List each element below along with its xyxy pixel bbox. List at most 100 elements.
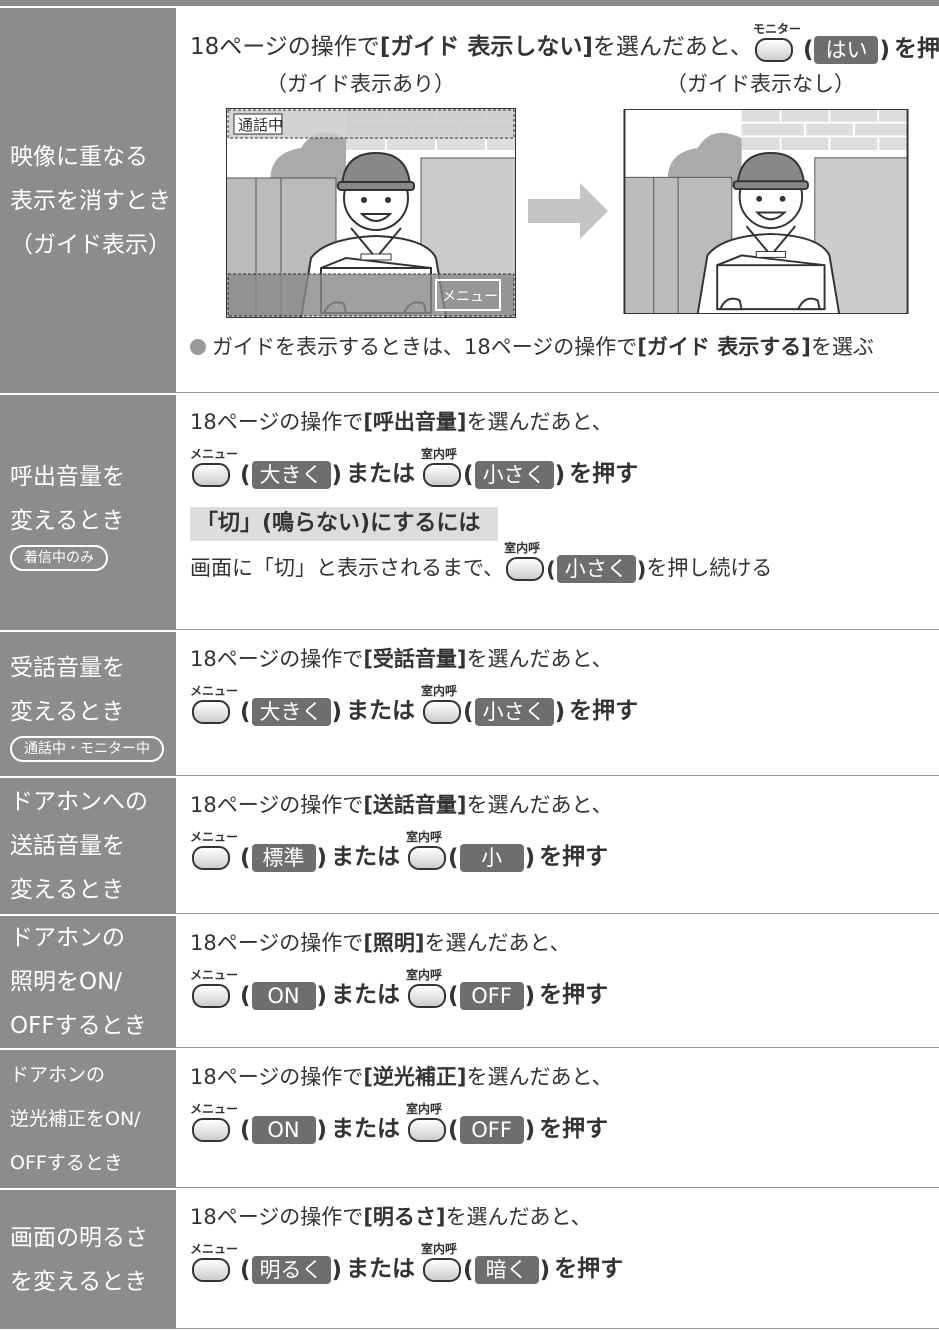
button: メニュー bbox=[190, 1242, 238, 1286]
paren: ( bbox=[448, 983, 459, 1009]
text: 画面に「切」と表示されるまで、 bbox=[190, 556, 505, 580]
row-label: 画面の明るさ を変えるとき bbox=[0, 1190, 176, 1329]
option-badge: 大きく bbox=[251, 461, 331, 489]
option-badge: 暗く bbox=[474, 1256, 539, 1284]
text: を選んだあと、 bbox=[466, 793, 613, 817]
button: 室内呼 bbox=[406, 968, 447, 1012]
button-caption: メニュー bbox=[190, 1102, 239, 1116]
button-caption: 室内呼 bbox=[406, 1102, 443, 1116]
option-badge: 標準 bbox=[251, 844, 316, 872]
button-caption: メニュー bbox=[190, 968, 239, 982]
paren: ( bbox=[240, 845, 251, 871]
paren: ( bbox=[463, 1257, 474, 1283]
paren: ) bbox=[524, 1117, 536, 1143]
action: を押す bbox=[569, 698, 639, 724]
row-body: 18ページの操作で[逆光補正]を選んだあと、 メニュー(ON) または 室内呼(OFF… bbox=[176, 1050, 939, 1188]
step-text: 18ページの操作で[明るさ]を選んだあと、 bbox=[190, 1200, 939, 1234]
row: 呼出音量を 変えるとき 着信中のみ 18ページの操作で[呼出音量]を選んだあと、 メニュ… bbox=[0, 393, 939, 630]
text: 18ページの操作で bbox=[190, 931, 364, 955]
joiner: または bbox=[346, 461, 416, 487]
button-line: メニュー(ON) または 室内呼(OFF) を押す bbox=[190, 1102, 939, 1146]
button-line: メニュー(大きく) または 室内呼(小さく) を押す bbox=[190, 684, 939, 728]
paren: ) bbox=[331, 699, 343, 725]
button: メニュー bbox=[190, 447, 238, 491]
button-caption: メニュー bbox=[190, 447, 239, 461]
row-label: ドアホンの 照明をON/OFFするとき bbox=[0, 916, 176, 1048]
button-icon bbox=[192, 463, 230, 487]
text: 18ページの操作で bbox=[190, 1065, 364, 1089]
option-badge: ON bbox=[251, 1116, 316, 1144]
text: 18ページの操作で bbox=[190, 1205, 364, 1229]
label-line: 画面の明るさ bbox=[10, 1224, 148, 1251]
button: 室内呼 bbox=[421, 447, 462, 491]
scene bbox=[623, 108, 909, 314]
row-label: 映像に重なる 表示を消すとき （ガイド表示） bbox=[0, 8, 176, 393]
button: 室内呼 bbox=[504, 541, 545, 585]
condition-tag: 通話中・モニター中 bbox=[10, 736, 164, 762]
option-badge: 小さく bbox=[556, 555, 636, 583]
button: モニター bbox=[753, 22, 801, 66]
button: 室内呼 bbox=[421, 1242, 462, 1286]
paren: ) bbox=[331, 1257, 343, 1283]
button-caption: メニュー bbox=[190, 684, 239, 698]
text: を選んだあと、 bbox=[592, 34, 753, 60]
button-caption: メニュー bbox=[190, 1242, 239, 1256]
text: 18ページの操作で bbox=[190, 793, 364, 817]
paren: ( bbox=[240, 699, 251, 725]
text: を選ぶ bbox=[810, 335, 874, 359]
button-caption: モニター bbox=[752, 22, 801, 36]
label-line: 照明をON/ bbox=[10, 969, 123, 995]
paren: ) bbox=[316, 983, 328, 1009]
paren: ) bbox=[331, 462, 343, 488]
paren: ) bbox=[316, 845, 328, 871]
option-badge: 小さく bbox=[474, 461, 554, 489]
option-badge: OFF bbox=[459, 982, 524, 1010]
row-body: 18ページの操作で[ガイド 表示しない]を選んだあと、モニター(はい)を押す（ガ… bbox=[176, 8, 939, 393]
arrow bbox=[528, 183, 608, 239]
button: メニュー bbox=[190, 684, 238, 728]
paren: ( bbox=[240, 983, 251, 1009]
row-body: 18ページの操作で[明るさ]を選んだあと、 メニュー(明るく) または 室内呼(暗く)… bbox=[176, 1190, 939, 1329]
label-line: を変えるとき bbox=[10, 1268, 148, 1295]
row-label: ドアホンへの 送話音量を 変えるとき bbox=[0, 778, 176, 914]
button-line: メニュー(明るく) または 室内呼(暗く) を押す bbox=[190, 1242, 939, 1286]
bullet bbox=[190, 339, 206, 355]
label-line: ドアホンの bbox=[10, 925, 125, 951]
paren: ( bbox=[448, 1117, 459, 1143]
button-icon bbox=[408, 846, 447, 870]
button-icon bbox=[423, 1258, 462, 1282]
row: ドアホンへの 送話音量を 変えるとき 18ページの操作で[送話音量]を選んだあと、 メニ… bbox=[0, 776, 939, 914]
button-caption: 室内呼 bbox=[421, 447, 458, 461]
option-badge: OFF bbox=[459, 1116, 524, 1144]
image-captions: （ガイド表示あり） （ガイド表示なし） bbox=[190, 68, 939, 104]
option-badge: 大きく bbox=[251, 698, 331, 726]
action: を押す bbox=[539, 844, 609, 870]
menu-box bbox=[435, 279, 501, 311]
text: 18ページの操作で bbox=[190, 34, 380, 60]
step-text: 18ページの操作で[逆光補正]を選んだあと、 bbox=[190, 1060, 939, 1094]
paren: ) bbox=[636, 558, 647, 582]
paren: ) bbox=[554, 699, 566, 725]
paren: ) bbox=[524, 845, 536, 871]
paren: ( bbox=[240, 462, 251, 488]
extra-line: 画面に「切」と表示されるまで、 室内呼 (小さく) を押し続ける bbox=[190, 541, 939, 585]
button-caption: 室内呼 bbox=[421, 1242, 458, 1256]
step-text: 18ページの操作で[照明]を選んだあと、 bbox=[190, 926, 939, 960]
label-line: ドアホンの bbox=[10, 1064, 106, 1086]
row: 画面の明るさ を変えるとき 18ページの操作で[明るさ]を選んだあと、 メニュー(明る… bbox=[0, 1188, 939, 1329]
button-icon bbox=[408, 1118, 447, 1142]
row: 映像に重なる 表示を消すとき （ガイド表示） 18ページの操作で[ガイド 表示しない]… bbox=[0, 6, 939, 393]
paren: ) bbox=[879, 37, 890, 63]
row: ドアホンの 逆光補正をON/OFFするとき 18ページの操作で[逆光補正]を選んだあ… bbox=[0, 1048, 939, 1188]
button-icon bbox=[423, 700, 462, 724]
action: を押す bbox=[554, 1256, 624, 1282]
button-icon bbox=[192, 984, 230, 1008]
button-icon bbox=[192, 700, 230, 724]
label-line: 表示を消すとき bbox=[10, 187, 171, 214]
joiner: または bbox=[346, 698, 416, 724]
paren: ( bbox=[448, 845, 459, 871]
keyword: [明るさ] bbox=[363, 1205, 446, 1229]
button-icon bbox=[408, 984, 447, 1008]
button-line: メニュー(標準) または 室内呼(小) を押す bbox=[190, 830, 939, 874]
